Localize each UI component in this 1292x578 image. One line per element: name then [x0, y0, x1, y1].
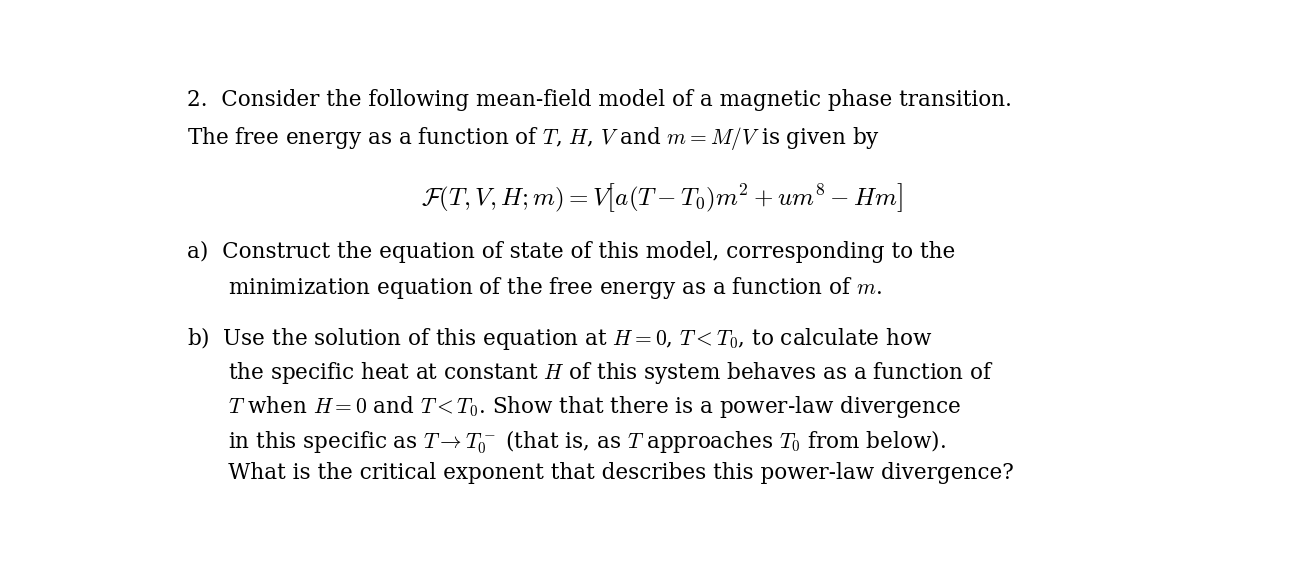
Text: $T$ when $H = 0$ and $T < T_0$. Show that there is a power-law divergence: $T$ when $H = 0$ and $T < T_0$. Show tha… — [186, 394, 961, 420]
Text: The free energy as a function of $T$, $H$, $V$ and $m = M/V$ is given by: The free energy as a function of $T$, $H… — [186, 125, 880, 152]
Text: b)  Use the solution of this equation at $H = 0$, $T < T_0$, to calculate how: b) Use the solution of this equation at … — [186, 325, 932, 352]
Text: the specific heat at constant $H$ of this system behaves as a function of: the specific heat at constant $H$ of thi… — [186, 360, 994, 386]
Text: minimization equation of the free energy as a function of $m$.: minimization equation of the free energy… — [186, 275, 881, 301]
Text: What is the critical exponent that describes this power-law divergence?: What is the critical exponent that descr… — [186, 462, 1013, 484]
Text: in this specific as $T \rightarrow T_0^-$ (that is, as $T$ approaches $T_0$ from: in this specific as $T \rightarrow T_0^-… — [186, 428, 946, 455]
Text: $\mathcal{F}(T, V, H; m) = V\left[a(T - T_0)m^2 + um^8 - Hm\right]$: $\mathcal{F}(T, V, H; m) = V\left[a(T - … — [421, 181, 903, 214]
Text: 2.  Consider the following mean-field model of a magnetic phase transition.: 2. Consider the following mean-field mod… — [186, 90, 1012, 112]
Text: a)  Construct the equation of state of this model, corresponding to the: a) Construct the equation of state of th… — [186, 240, 955, 263]
